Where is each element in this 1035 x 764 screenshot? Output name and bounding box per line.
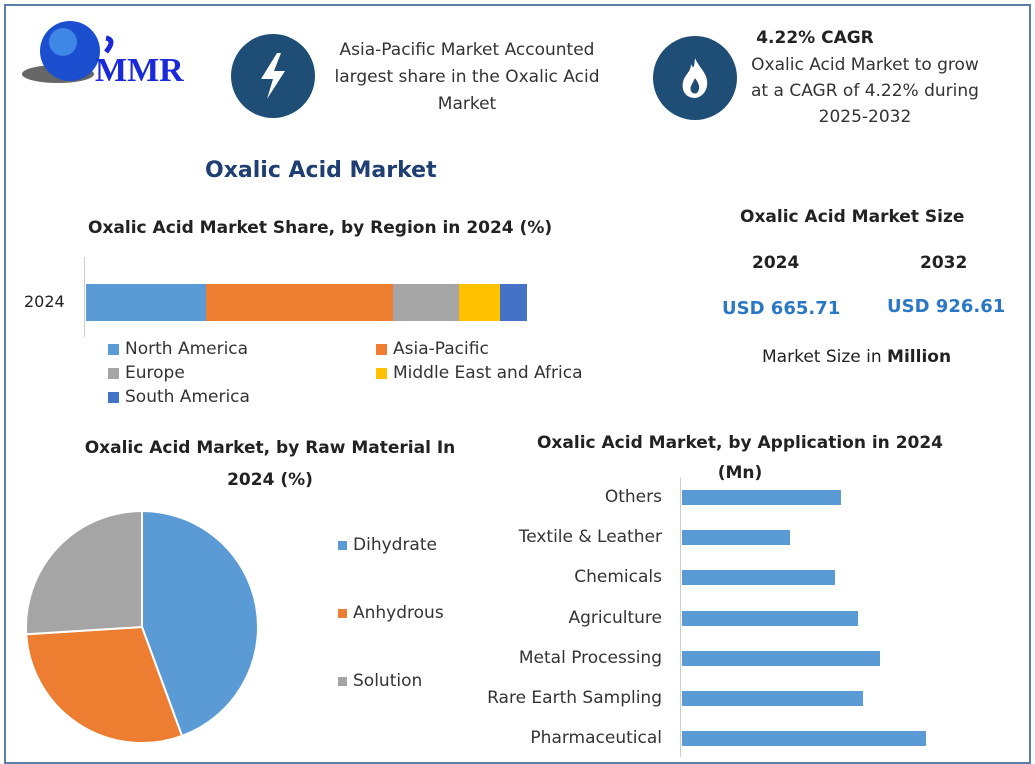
category-label: Pharmaceutical — [530, 728, 662, 749]
region-segment-asia-pacific — [205, 284, 393, 321]
globe-icon — [22, 21, 114, 83]
region-legend: North America Asia-Pacific Europe Middle Ea… — [108, 339, 608, 407]
page-title: Oxalic Acid Market — [205, 158, 437, 183]
region-segment-middle-east-and-africa — [459, 284, 501, 321]
pie-chart-title: Oxalic Acid Market, by Raw Material In 2… — [84, 438, 456, 490]
legend-item: Solution — [338, 671, 444, 691]
legend-label: Dihydrate — [353, 535, 437, 555]
legend-label: North America — [125, 339, 249, 359]
bar-textile-leather — [682, 530, 790, 546]
legend-swatch — [108, 391, 119, 403]
market-size-note: Market Size in Million — [762, 347, 951, 367]
region-category-label: 2024 — [24, 292, 65, 311]
legend-swatch — [108, 343, 119, 355]
market-size-title: Oxalic Acid Market Size — [740, 207, 965, 227]
legend-swatch — [338, 676, 347, 686]
cagr-title: 4.22% CAGR — [756, 28, 874, 48]
region-segment-south-america — [500, 284, 527, 321]
note-text: Market Size in — [762, 347, 888, 367]
lightning-icon — [231, 34, 315, 118]
legend-swatch — [108, 367, 119, 379]
pie-chart — [25, 509, 259, 744]
region-segment-europe — [392, 284, 460, 321]
bar-others — [682, 490, 841, 505]
legend-item: Europe — [108, 363, 376, 383]
year-2032: 2032 — [920, 253, 968, 273]
category-label: Textile & Leather — [518, 527, 662, 548]
legend-swatch — [376, 367, 387, 379]
bar-metal-processing — [682, 650, 880, 666]
cagr-text: Oxalic Acid Market to grow at a CAGR of … — [751, 55, 979, 127]
legend-label: Anhydrous — [353, 603, 444, 623]
legend-item: Anhydrous — [338, 603, 444, 623]
legend-item: Asia-Pacific — [376, 339, 616, 359]
legend-label: Asia-Pacific — [393, 339, 489, 359]
application-axis — [680, 478, 681, 757]
region-segment-north-america — [86, 284, 206, 321]
note-unit: Million — [887, 347, 952, 367]
legend-item: Middle East and Africa — [376, 363, 616, 383]
bar-chemicals — [682, 570, 836, 586]
legend-item: North America — [108, 339, 376, 359]
region-axis — [84, 257, 85, 337]
pie-legend: Dihydrate Anhydrous Solution — [338, 535, 444, 739]
value-2024: USD 665.71 — [722, 298, 841, 319]
category-label: Chemicals — [574, 567, 662, 588]
legend-swatch — [376, 343, 387, 355]
region-stacked-bar — [86, 284, 527, 321]
legend-swatch — [338, 608, 347, 618]
legend-item: South America — [108, 387, 376, 407]
legend-swatch — [338, 540, 347, 550]
pie-slice-dihydrate — [141, 509, 259, 738]
logo — [18, 16, 118, 95]
region-chart-title: Oxalic Acid Market Share, by Region in 2… — [88, 218, 553, 238]
value-2032: USD 926.61 — [887, 296, 1006, 317]
bar-agriculture — [682, 610, 858, 626]
category-label: Agriculture — [568, 607, 663, 628]
legend-label: South America — [125, 387, 250, 407]
bar-pharmaceutical — [682, 731, 926, 747]
bar-rare-earth-sampling — [682, 691, 863, 706]
category-label: Others — [604, 487, 662, 507]
info-asia-pacific: Asia-Pacific Market Accounted largest sh… — [334, 40, 600, 114]
legend-label: Solution — [353, 671, 423, 691]
pie-slice-anhydrous — [25, 625, 184, 744]
flame-icon — [653, 36, 737, 120]
category-label: Rare Earth Sampling — [487, 688, 662, 708]
pie-slice-solution — [25, 509, 143, 636]
category-label: Metal Processing — [518, 647, 662, 668]
application-chart-title: Oxalic Acid Market, by Application in 20… — [536, 433, 944, 483]
legend-label: Europe — [125, 363, 185, 383]
year-2024: 2024 — [752, 253, 800, 273]
legend-item: Dihydrate — [338, 535, 444, 555]
legend-label: Middle East and Africa — [393, 363, 583, 383]
logo-text: MMR — [95, 52, 184, 89]
